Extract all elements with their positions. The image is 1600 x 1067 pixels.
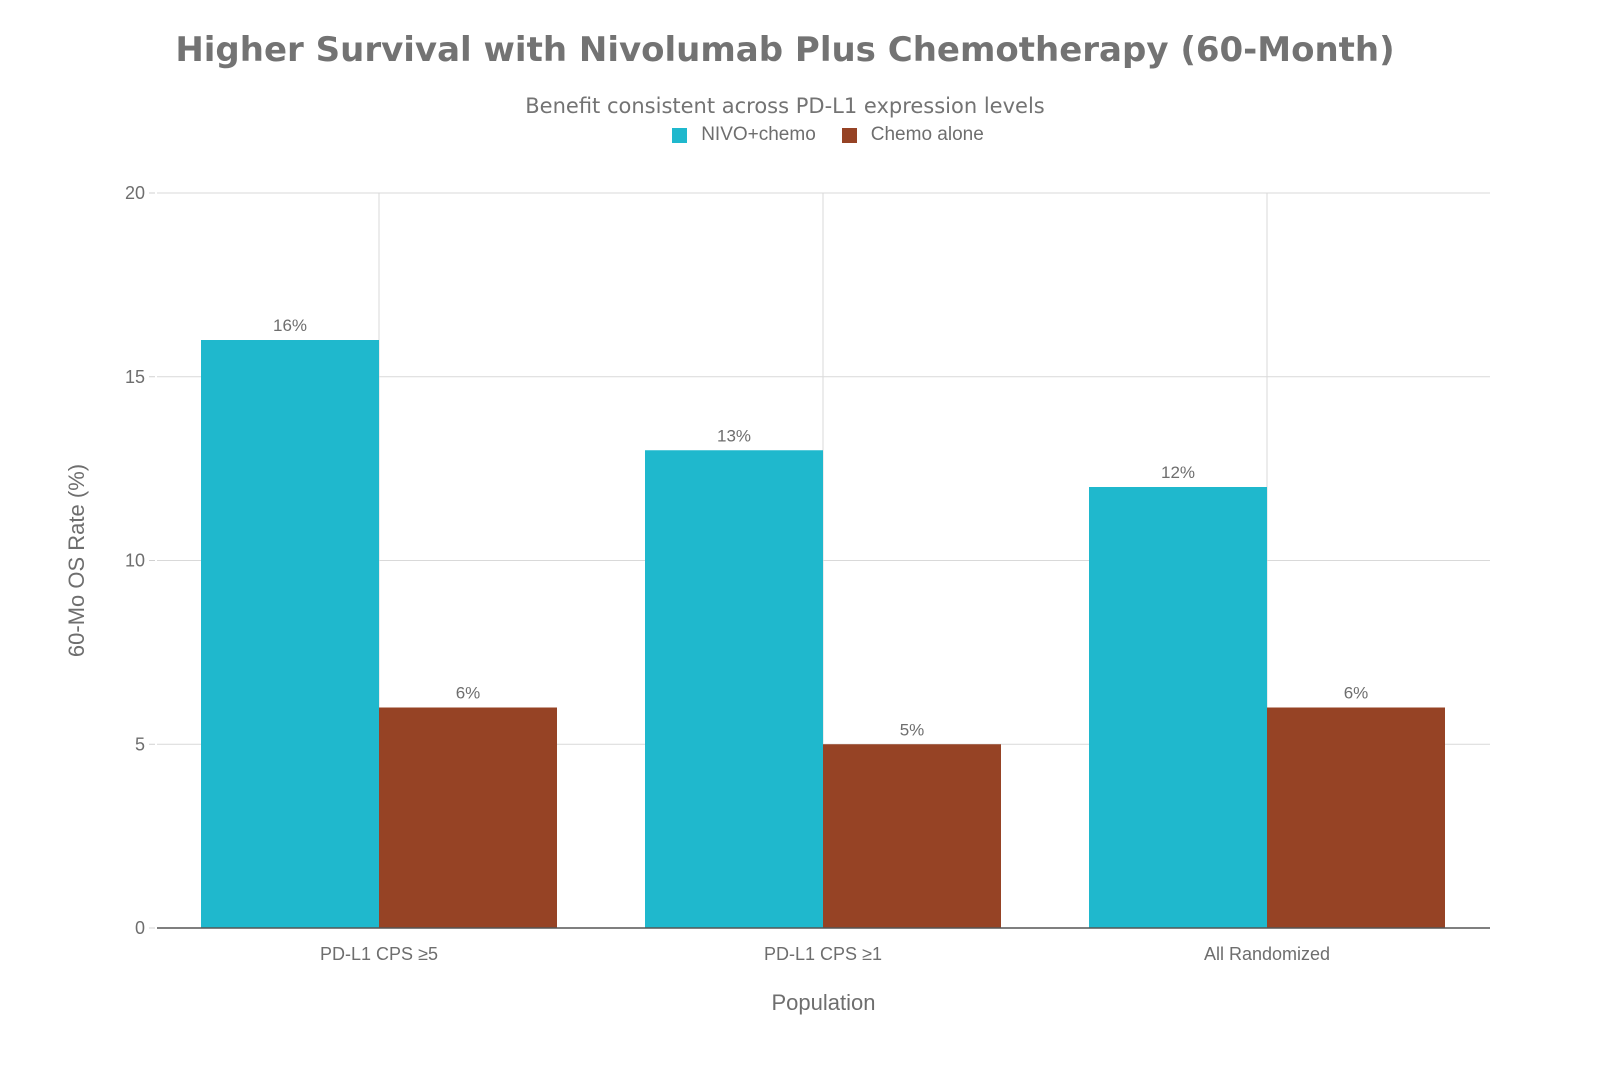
y-tick-label: 10 (125, 551, 145, 571)
data-label: 12% (1161, 463, 1195, 482)
legend-item-nivo-chemo[interactable]: NIVO+chemo (672, 124, 816, 146)
legend-item-chemo-alone[interactable]: Chemo alone (841, 124, 984, 146)
x-tick-label: PD-L1 CPS ≥1 (764, 944, 882, 964)
legend-label: NIVO+chemo (701, 124, 816, 145)
legend-swatch-nivo-chemo (672, 127, 688, 143)
y-tick-label: 20 (125, 183, 145, 203)
data-label: 6% (456, 684, 481, 703)
y-tick-label: 5 (135, 734, 145, 754)
y-axis-title: 60-Mo OS Rate (%) (64, 464, 89, 657)
chart-subtitle: Benefit consistent across PD-L1 expressi… (525, 94, 1045, 118)
x-tick-label: PD-L1 CPS ≥5 (320, 944, 438, 964)
x-axis-title: Population (772, 990, 876, 1015)
x-tick-label: All Randomized (1204, 944, 1330, 964)
bar-chemo-alone (823, 744, 1001, 928)
y-tick-label: 15 (125, 367, 145, 387)
bar-nivo-chemo (201, 340, 379, 928)
bar-nivo-chemo (645, 450, 823, 928)
bar-nivo-chemo (1089, 487, 1267, 928)
bar-chemo-alone (379, 707, 557, 928)
legend-swatch-chemo-alone (841, 127, 857, 143)
bar-chemo-alone (1267, 707, 1445, 928)
y-tick-label: 0 (135, 918, 145, 938)
legend-label: Chemo alone (870, 124, 984, 145)
data-label: 5% (900, 720, 925, 739)
legend: NIVO+chemo Chemo alone (0, 124, 1600, 146)
chart-title: Higher Survival with Nivolumab Plus Chem… (175, 30, 1395, 70)
data-label: 16% (273, 316, 307, 335)
data-label: 13% (717, 426, 751, 445)
data-label: 6% (1344, 684, 1369, 703)
